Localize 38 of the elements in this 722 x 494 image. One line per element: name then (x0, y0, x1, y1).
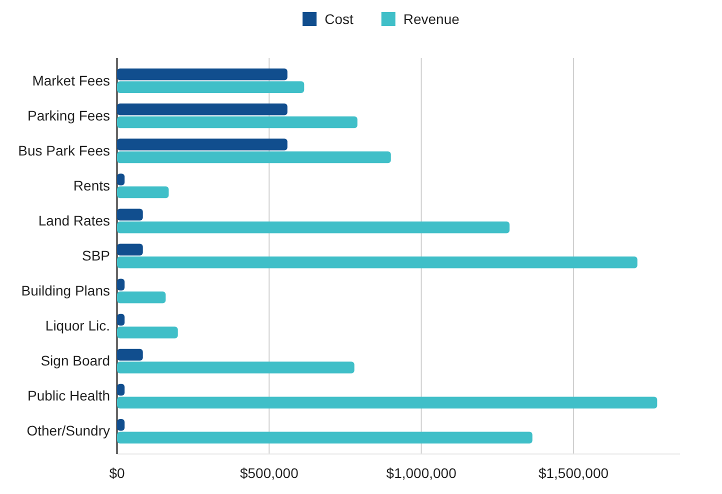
bar (117, 292, 166, 304)
bar (117, 208, 143, 220)
y-tick-label: Land Rates (38, 212, 110, 228)
bar (117, 116, 358, 128)
y-tick-label: Liquor Lic. (45, 318, 110, 334)
bar (117, 81, 304, 94)
bar (117, 221, 510, 234)
legend-label: Cost (324, 11, 354, 27)
bar (117, 362, 354, 374)
bar (117, 104, 288, 116)
bar (117, 68, 288, 80)
y-tick-label: Building Plans (21, 282, 110, 299)
y-tick-label: SBP (82, 247, 110, 264)
bar (117, 256, 638, 268)
bar (117, 151, 391, 164)
y-tick-label: Sign Board (40, 352, 110, 369)
bar (117, 174, 125, 186)
y-tick-label: Market Fees (32, 72, 110, 88)
y-tick-label: Other/Sundry (26, 422, 110, 439)
bar (117, 326, 178, 338)
x-tick-label: $500,000 (240, 464, 299, 481)
bar (117, 348, 143, 361)
bar (117, 432, 532, 444)
x-tick-label: $0 (109, 464, 125, 481)
y-tick-label: Parking Fees (28, 107, 110, 124)
bar (117, 244, 143, 256)
y-tick-label: Public Health (28, 388, 110, 404)
y-tick-label: Bus Park Fees (18, 142, 110, 158)
bar (117, 384, 125, 396)
bar (117, 138, 288, 150)
y-tick-label: Rents (73, 177, 110, 194)
bar (117, 314, 125, 326)
legend-label: Revenue (403, 11, 460, 27)
bar (117, 396, 658, 408)
x-tick-label: $1,500,000 (538, 464, 609, 481)
bar (117, 418, 125, 431)
bar (117, 186, 169, 198)
x-tick-label: $1,000,000 (386, 464, 457, 481)
